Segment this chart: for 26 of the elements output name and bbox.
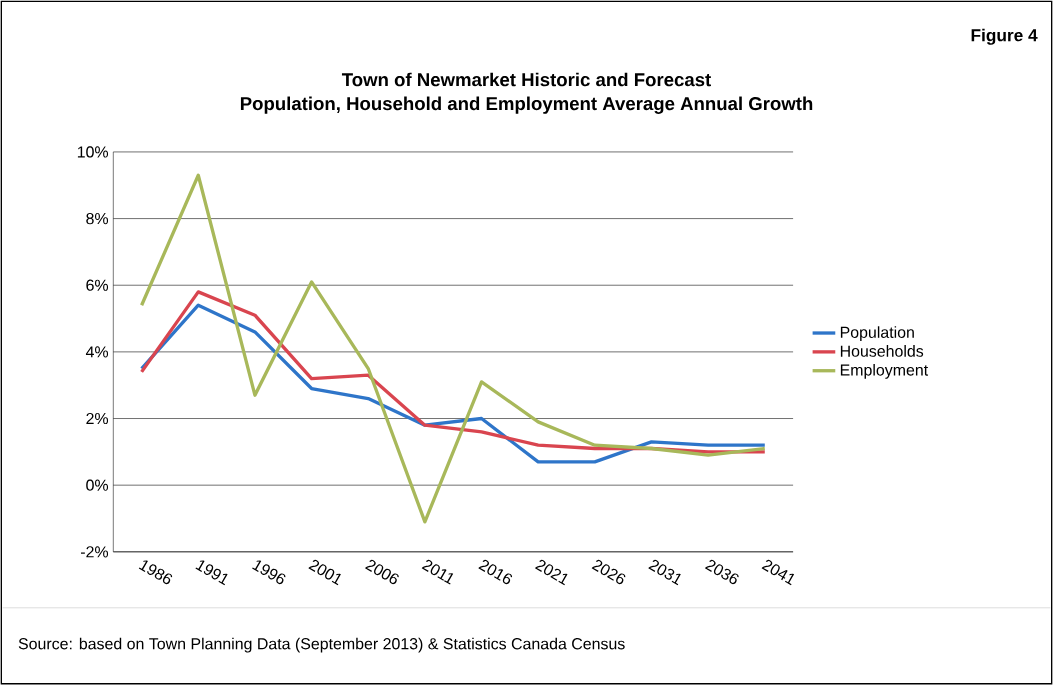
x-tick-label: 2021 <box>535 559 568 586</box>
y-tick-label: 10% <box>77 146 109 158</box>
x-tick-label: 2011 <box>421 559 454 585</box>
y-tick-label: 4% <box>85 346 109 358</box>
y-tick-label: 8% <box>86 212 109 225</box>
x-tick-label: 1996 <box>252 560 286 585</box>
x-tick-label: 1991 <box>195 560 228 586</box>
caption: Figure 4 <box>971 28 1038 45</box>
y-tick-label: -2% <box>80 546 109 558</box>
legend-label: Employment <box>840 363 929 379</box>
x-tick-label: 2026 <box>591 559 626 585</box>
x-tick-label: 2016 <box>478 559 513 585</box>
y-tick-label: 2% <box>86 412 109 425</box>
x-tick-label: 2036 <box>704 559 739 585</box>
legend-label: Households <box>840 345 924 357</box>
y-tick-label: 6% <box>86 279 109 291</box>
legend-label: Population <box>840 326 914 342</box>
line-series <box>139 173 767 524</box>
x-tick-label: 2031 <box>648 559 681 586</box>
y-tick-label: 0% <box>86 479 109 491</box>
chart-title: Town of Newmarket Historic and Forecast Population, Household and Employment Average Annual Growth <box>240 72 813 114</box>
x-tick-label: 1986 <box>138 560 173 585</box>
x-tick-label: 2041 <box>761 559 795 586</box>
source-note: Source: based on Town Planning Data (September 2013) & Statistics Canada Census <box>18 637 625 653</box>
x-tick-label: 2001 <box>308 559 341 586</box>
x-tick-label: 2006 <box>365 559 399 585</box>
